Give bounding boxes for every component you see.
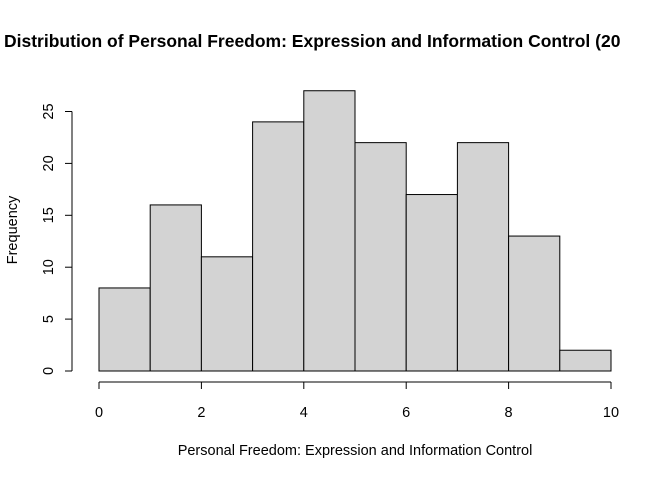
y-tick-label: 20 xyxy=(41,155,57,171)
y-tick-label: 10 xyxy=(41,259,57,275)
x-tick-label: 2 xyxy=(197,405,205,421)
bars-group xyxy=(98,90,612,372)
x-tick-label: 4 xyxy=(300,405,308,421)
chart-title: Distribution of Personal Freedom: Expres… xyxy=(4,31,621,51)
x-axis: 0 2 4 6 8 10 xyxy=(95,381,619,421)
histogram-bar-6-7 xyxy=(405,194,458,372)
x-tick-label: 0 xyxy=(95,405,103,421)
histogram-bar-4-5 xyxy=(303,90,356,372)
y-tick-label: 15 xyxy=(41,207,57,223)
histogram-bar-9-10 xyxy=(559,349,612,372)
y-axis: 0 5 10 15 20 25 xyxy=(41,103,73,375)
x-axis-title: Personal Freedom: Expression and Informa… xyxy=(178,443,533,459)
x-tick-label: 10 xyxy=(603,405,619,421)
x-tick-label: 8 xyxy=(505,405,513,421)
y-tick-label: 25 xyxy=(41,103,57,119)
histogram-bar-1-2 xyxy=(149,204,202,372)
histogram-bar-2-3 xyxy=(200,256,254,372)
y-tick-label: 5 xyxy=(41,315,57,323)
histogram-bar-3-4 xyxy=(252,121,305,372)
histogram-bar-5-6 xyxy=(354,142,407,372)
y-tick-label: 0 xyxy=(41,367,57,375)
x-tick-label: 6 xyxy=(402,405,410,421)
histogram-bar-8-9 xyxy=(508,235,561,372)
y-axis-title: Frequency xyxy=(5,195,21,264)
histogram-bar-0-1 xyxy=(98,287,151,372)
histogram-bar-7-8 xyxy=(456,142,510,372)
